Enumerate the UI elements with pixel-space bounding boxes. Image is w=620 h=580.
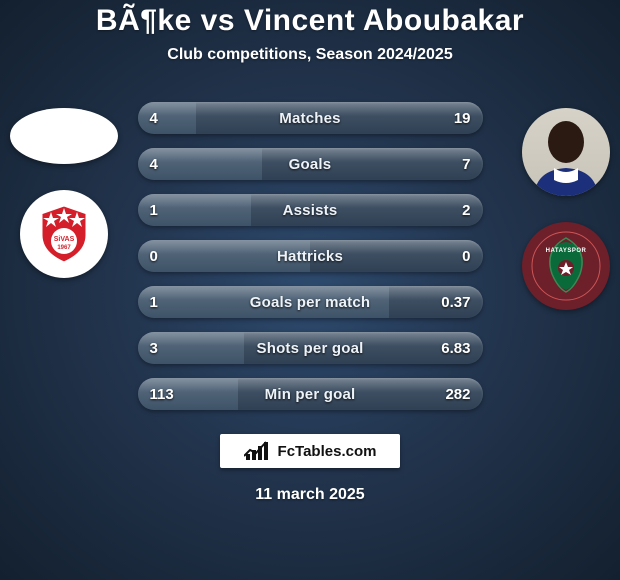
stat-label: Matches <box>138 102 483 134</box>
stat-row: Assists1 2 <box>138 194 483 226</box>
stat-left-value: 113 <box>150 378 174 410</box>
stat-left-value: 4 <box>150 102 158 134</box>
hatayspor-crest-icon: HATAYSPOR <box>530 230 602 302</box>
player-right-crest: HATAYSPOR <box>522 222 610 310</box>
stats-list: Matches419Goals47Assists12Hattricks00Goa… <box>138 102 483 410</box>
stat-right-value: 2 <box>462 194 470 226</box>
stat-left-value: 1 <box>150 286 158 318</box>
svg-text:HATAYSPOR: HATAYSPOR <box>546 248 587 254</box>
stat-label: Hattricks <box>138 240 483 272</box>
footer-logo: FcTables.com <box>220 434 400 468</box>
stat-left-value: 1 <box>150 194 158 226</box>
date-label: 11 march 2025 <box>0 486 620 504</box>
stat-row: Goals per match1 0.37 <box>138 286 483 318</box>
stat-label: Goals <box>138 148 483 180</box>
stat-label: Assists <box>138 194 483 226</box>
stat-row: Goals4 7 <box>138 148 483 180</box>
player-left-avatar <box>10 108 118 164</box>
subtitle: Club competitions, Season 2024/2025 <box>0 46 620 64</box>
stat-row: Hattricks0 0 <box>138 240 483 272</box>
stat-row: Shots per goal3 6.83 <box>138 332 483 364</box>
fctables-logo-icon <box>244 440 272 462</box>
left-player-column: SiVAS 1967 <box>10 108 118 278</box>
comparison-card: BÃ¶ke vs Vincent Aboubakar Club competit… <box>0 0 620 580</box>
footer-logo-text: FcTables.com <box>278 443 377 460</box>
stat-right-value: 6.83 <box>441 332 470 364</box>
stat-right-value: 19 <box>454 102 471 134</box>
sivasspor-crest-icon: SiVAS 1967 <box>29 199 99 269</box>
svg-text:1967: 1967 <box>57 245 71 251</box>
stat-right-value: 0.37 <box>441 286 470 318</box>
stat-label: Min per goal <box>138 378 483 410</box>
page-title: BÃ¶ke vs Vincent Aboubakar <box>0 4 620 38</box>
stat-row: Matches4 19 <box>138 102 483 134</box>
stat-left-value: 3 <box>150 332 158 364</box>
stat-left-value: 4 <box>150 148 158 180</box>
stat-label: Goals per match <box>138 286 483 318</box>
stat-right-value: 282 <box>445 378 470 410</box>
player-left-crest: SiVAS 1967 <box>20 190 108 278</box>
right-player-column: HATAYSPOR <box>522 108 610 310</box>
stat-left-value: 0 <box>150 240 158 272</box>
svg-text:SiVAS: SiVAS <box>54 236 75 243</box>
player-right-silhouette-icon <box>522 108 610 196</box>
stat-label: Shots per goal <box>138 332 483 364</box>
stat-right-value: 0 <box>462 240 470 272</box>
player-right-avatar <box>522 108 610 196</box>
stat-right-value: 7 <box>462 148 470 180</box>
stat-row: Min per goal113 282 <box>138 378 483 410</box>
